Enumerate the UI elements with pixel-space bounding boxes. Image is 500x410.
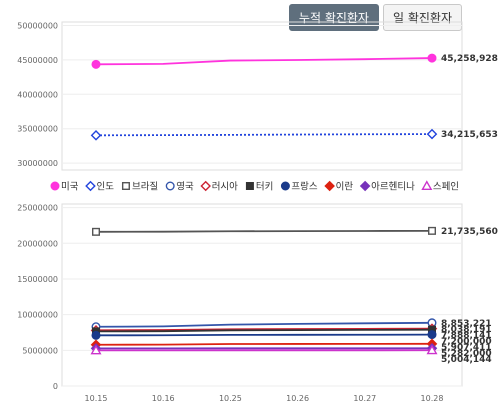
data-point: [90, 130, 102, 141]
x-tick-label: 10.28: [421, 394, 444, 403]
legend-item[interactable]: 인도: [85, 180, 114, 193]
legend-label: 러시아: [212, 182, 238, 193]
end-value-label: 5,282,000: [441, 349, 492, 359]
legend-item[interactable]: 아르헨티나: [359, 180, 415, 193]
y-tick-label: 40000000: [17, 90, 58, 99]
data-point: [50, 181, 60, 191]
data-point: [85, 180, 96, 192]
data-point: [91, 59, 101, 69]
series-line: [95, 57, 433, 66]
x-axis-ticks: 10.15 10.16 10.25 10.26 10.27 10.28: [85, 394, 444, 403]
end-value-label: 45,258,928: [441, 54, 498, 64]
y-tick-label: 50000000: [17, 21, 58, 30]
data-point: [121, 181, 130, 190]
y-axis-ticks: 3000000035000000400000004500000050000000…: [17, 21, 58, 391]
end-value-label: 34,215,653: [441, 130, 498, 140]
y-tick-label: 25000000: [17, 204, 58, 213]
data-point: [359, 180, 371, 192]
end-value-label: 8,038,191: [441, 325, 492, 335]
y-tick-label: 5000000: [22, 346, 58, 355]
y-tick-label: 30000000: [17, 159, 58, 168]
series-line: [95, 133, 433, 137]
legend-item[interactable]: 영국: [165, 181, 194, 193]
x-tick-label: 10.26: [286, 394, 309, 403]
legend-label: 브라질: [132, 181, 158, 193]
legend-item[interactable]: 브라질: [121, 181, 159, 193]
legend-item[interactable]: 스페인: [421, 180, 460, 193]
end-value-label: 5,907,411: [441, 343, 492, 353]
series-line: [95, 342, 433, 346]
x-tick-label: 10.25: [219, 394, 242, 403]
top-panel-frame: [61, 21, 463, 171]
data-point: [245, 181, 254, 190]
series-line: [95, 327, 433, 332]
y-tick-label: 15000000: [17, 275, 58, 284]
legend-label: 인도: [96, 182, 114, 193]
series-line: [95, 229, 433, 233]
legend-label: 미국: [61, 182, 79, 193]
end-value-label: 5,004,144: [441, 355, 492, 365]
data-point: [426, 344, 438, 355]
series-group: [90, 53, 438, 355]
data-point: [421, 180, 433, 191]
data-point: [427, 330, 437, 340]
y-tick-label: 45000000: [17, 56, 58, 65]
data-point: [200, 180, 211, 192]
data-point: [280, 181, 290, 191]
legend-item[interactable]: 프랑스: [280, 181, 318, 193]
legend-label: 프랑스: [291, 181, 317, 193]
legend-label: 이란: [336, 181, 354, 193]
x-tick-label: 10.16: [152, 394, 175, 403]
data-point: [165, 181, 175, 191]
series-line: [95, 321, 433, 328]
legend-item[interactable]: 미국: [50, 181, 79, 193]
data-point: [427, 53, 437, 63]
y-tick-label: 0: [53, 382, 58, 391]
x-tick-label: 10.27: [353, 394, 376, 403]
data-point: [90, 344, 102, 355]
legend-item[interactable]: 이란: [324, 180, 354, 193]
end-value-label: 8,853,221: [441, 319, 492, 329]
end-value-label: 7,888,141: [441, 331, 492, 341]
end-labels: 45,258,928 34,215,653 21,735,560 8,853,2218…: [441, 54, 498, 365]
y-tick-label: 10000000: [17, 311, 58, 320]
data-point: [428, 226, 437, 235]
data-point: [426, 128, 438, 140]
legend-item[interactable]: 터키: [245, 181, 274, 193]
legend-label: 터키: [256, 182, 273, 193]
legend-label: 아르헨티나: [371, 181, 415, 193]
legend: 미국 인도 브라질 영국 러시아 터키 프랑스 이란 아르헨티나 스페인: [50, 180, 460, 193]
x-tick-label: 10.15: [85, 394, 108, 403]
data-point: [91, 227, 100, 236]
legend-label: 스페인: [433, 182, 459, 193]
y-tick-label: 35000000: [17, 125, 58, 134]
series-line: [95, 333, 433, 337]
data-point: [91, 330, 101, 340]
legend-item[interactable]: 러시아: [200, 180, 238, 193]
end-value-label: 7,200,000: [441, 337, 492, 347]
legend-label: 영국: [176, 182, 194, 193]
data-point: [324, 180, 335, 192]
end-value-label: 21,735,560: [441, 227, 498, 237]
series-line: [95, 328, 433, 333]
y-tick-label: 20000000: [17, 239, 58, 248]
